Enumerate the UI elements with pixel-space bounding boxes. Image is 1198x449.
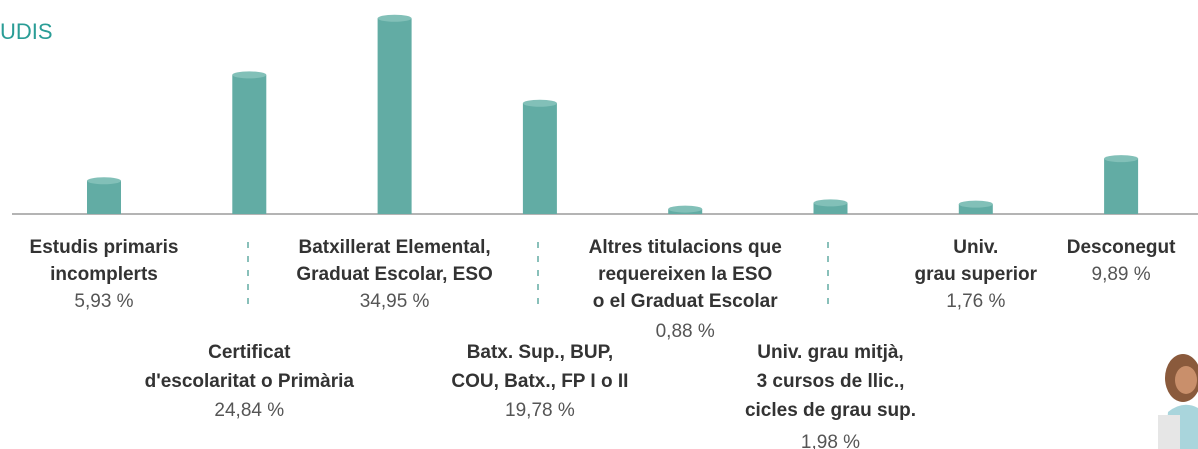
bar <box>958 204 993 214</box>
category-label: Certificat <box>208 342 291 363</box>
bar <box>522 103 557 214</box>
value-label: 0,88 % <box>656 321 715 342</box>
value-label: 5,93 % <box>74 291 133 312</box>
category-label: Univ. <box>953 237 998 258</box>
chart-title: UDIS <box>0 19 53 44</box>
bar-cap <box>1104 155 1139 163</box>
bar-cap <box>377 14 412 22</box>
bar-cap <box>232 71 267 79</box>
category-label: grau superior <box>915 264 1038 285</box>
category-label: Batx. Sup., BUP, <box>467 342 613 363</box>
bar-cap <box>958 200 993 208</box>
value-label: 34,95 % <box>360 291 430 312</box>
value-label: 1,76 % <box>946 291 1005 312</box>
category-label: requereixen la ESO <box>598 264 772 285</box>
category-label: Univ. grau mitjà, <box>757 342 903 363</box>
face <box>1175 366 1197 394</box>
bar-cap <box>522 99 557 107</box>
category-label: o el Graduat Escolar <box>593 291 778 312</box>
category-label: Batxillerat Elemental, <box>298 237 490 258</box>
value-label: 24,84 % <box>214 400 284 421</box>
bar <box>813 202 848 214</box>
category-label: Graduat Escolar, ESO <box>296 264 492 285</box>
category-label: d'escolaritat o Primària <box>145 371 355 392</box>
bar <box>87 180 121 214</box>
category-label: incomplerts <box>50 264 158 285</box>
category-label: 3 cursos de llic., <box>757 371 905 392</box>
category-label: Estudis primaris <box>30 237 179 258</box>
bar-cap <box>668 205 703 213</box>
value-label: 1,98 % <box>801 432 860 449</box>
category-label: Altres titulacions que <box>589 237 782 258</box>
category-label: Desconegut <box>1067 237 1176 258</box>
bar <box>377 18 412 215</box>
laptop <box>1158 415 1180 449</box>
value-label: 9,89 % <box>1092 264 1151 285</box>
category-label: cicles de grau sup. <box>745 400 916 421</box>
bar-cap <box>87 177 121 185</box>
category-label: COU, Batx., FP I o II <box>451 371 628 392</box>
bar <box>232 74 267 215</box>
bar <box>1104 158 1139 214</box>
illustration <box>1158 354 1198 449</box>
value-label: 19,78 % <box>505 400 575 421</box>
connectors <box>247 242 829 312</box>
bar-cap <box>813 199 848 207</box>
